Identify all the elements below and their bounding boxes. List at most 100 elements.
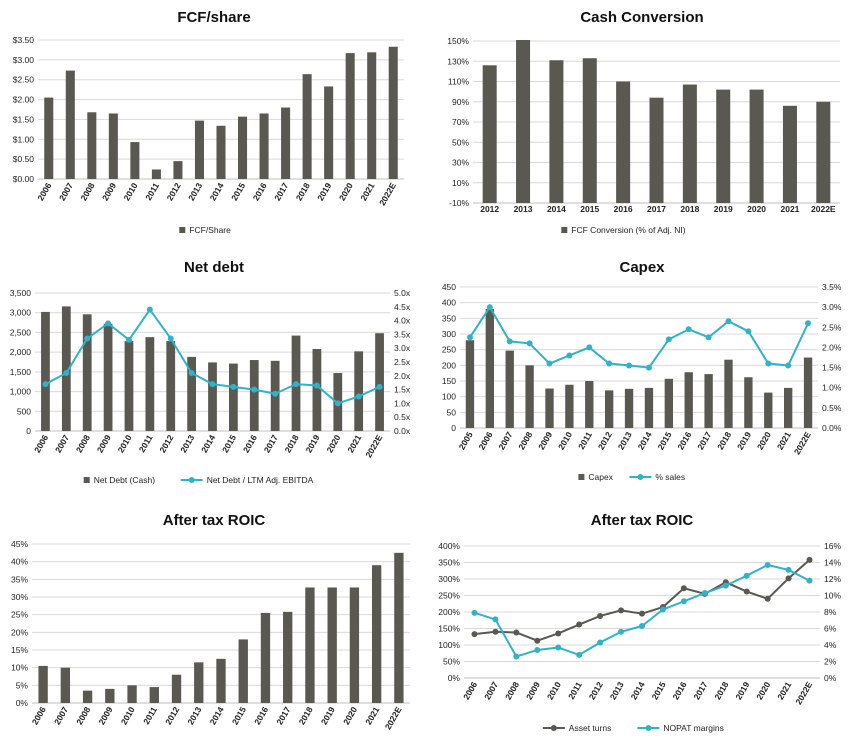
x-tick-label: 2013	[186, 181, 204, 203]
y2-tick-label: 4.5x	[394, 302, 411, 312]
legend-label: Asset turns	[569, 723, 612, 733]
bar	[704, 374, 713, 428]
fcf-share-chart: FCF/share $0.00 $0.50 $1.00 $1.50 $2.00 $2.50 $…	[0, 0, 428, 245]
y-tick-label: 30%	[11, 592, 28, 602]
line-point	[722, 582, 729, 589]
bar	[724, 359, 733, 428]
line-point	[576, 621, 583, 628]
line-point	[725, 318, 732, 325]
line-point	[701, 590, 708, 597]
bar	[61, 306, 71, 431]
y-tick-label: 1,000	[10, 387, 32, 397]
bar	[545, 388, 554, 428]
y-tick-label: 3,000	[10, 308, 32, 318]
y2-tick-label: 3.0x	[394, 343, 411, 353]
bar	[312, 348, 322, 431]
x-tick-label: 2020	[755, 430, 773, 452]
bar	[145, 337, 155, 431]
line-point	[555, 630, 562, 637]
legend-label: Net Debt (Cash)	[94, 475, 156, 485]
legend-swatch	[179, 227, 186, 233]
bar	[324, 86, 334, 179]
legend-swatch	[83, 477, 90, 483]
x-tick-label: 2011	[137, 433, 155, 454]
line-point	[125, 336, 132, 343]
bar	[664, 378, 674, 428]
y-tick-label: 30%	[452, 158, 469, 168]
x-tick-label: 2006	[35, 181, 53, 203]
x-tick-label: 2017	[691, 680, 709, 702]
line-point	[680, 598, 687, 605]
x-tick-label: 2012	[480, 204, 499, 214]
bar	[565, 384, 574, 428]
x-tick-label: 2022E	[363, 433, 384, 460]
chart-title: After tax ROIC	[591, 512, 694, 529]
x-tick-label: 2011	[141, 705, 159, 726]
series-line	[469, 305, 809, 369]
x-tick-label: 2012	[157, 433, 175, 455]
bar	[130, 142, 140, 179]
x-tick-label: 2009	[100, 181, 118, 203]
y-tick-label: 400	[442, 298, 456, 308]
bar	[616, 81, 631, 203]
legend-label: NOPAT margins	[663, 723, 723, 733]
bar	[108, 113, 118, 179]
line-point	[376, 383, 383, 390]
x-tick-label: 2014	[208, 705, 226, 727]
bar	[187, 356, 197, 431]
y-tick-label: 70%	[452, 117, 469, 127]
y-tick-label: 35%	[11, 574, 28, 584]
y-tick-label: 500	[17, 406, 31, 416]
bar	[216, 658, 226, 703]
bar	[281, 107, 291, 179]
x-tick-label: 2017	[647, 204, 666, 214]
line-point	[471, 631, 478, 638]
line-point	[313, 382, 320, 389]
y-tick-label: $2.00	[13, 95, 35, 105]
y2-tick-label: 2.5%	[822, 322, 842, 332]
bar	[283, 611, 293, 703]
bar	[82, 314, 92, 431]
x-tick-label: 2010	[545, 680, 563, 702]
line-point	[63, 370, 70, 377]
x-tick-label: 2021	[363, 705, 381, 727]
x-tick-label: 2018	[283, 433, 301, 455]
y-tick-label: 50%	[443, 657, 460, 667]
y2-tick-label: 2%	[824, 657, 837, 667]
x-tick-label: 2015	[650, 680, 668, 702]
x-tick-label: 2016	[675, 430, 693, 452]
chart-title: FCF/share	[177, 9, 250, 26]
x-tick-label: 2014	[547, 204, 566, 214]
bar	[238, 639, 248, 703]
x-tick-label: 2005	[457, 430, 475, 452]
y-tick-label: 5%	[16, 680, 29, 690]
x-tick-label: 2013	[178, 433, 196, 455]
y2-tick-label: 16%	[824, 541, 841, 551]
y-tick-label: 300	[442, 329, 456, 339]
bar	[208, 362, 217, 431]
y-tick-label: 50%	[452, 137, 469, 147]
x-tick-label: 2012	[163, 705, 181, 727]
x-tick-label: 2020	[747, 204, 766, 214]
x-tick-label: 2020	[324, 433, 342, 455]
x-tick-label: 2022E	[377, 181, 398, 208]
y-tick-label: 10%	[11, 663, 28, 673]
line-point	[188, 370, 195, 377]
bar	[585, 381, 594, 428]
y-tick-label: 20%	[11, 627, 28, 637]
y-tick-label: 200	[442, 360, 456, 370]
x-tick-label: 2018	[715, 430, 733, 452]
x-tick-label: 2010	[556, 430, 574, 452]
x-tick-label: 2021	[780, 204, 799, 214]
y-tick-label: -10%	[449, 198, 469, 208]
line-point	[84, 335, 91, 342]
y2-tick-label: 5.0x	[394, 288, 411, 298]
y-tick-label: 100%	[438, 640, 460, 650]
x-tick-label: 2006	[476, 430, 494, 452]
x-tick-label: 2015	[580, 204, 599, 214]
y2-tick-label: 0.0x	[394, 426, 411, 436]
y2-tick-label: 4%	[824, 640, 837, 650]
x-tick-label: 2019	[319, 705, 337, 727]
line-point	[471, 609, 478, 616]
legend-swatch	[561, 227, 568, 233]
